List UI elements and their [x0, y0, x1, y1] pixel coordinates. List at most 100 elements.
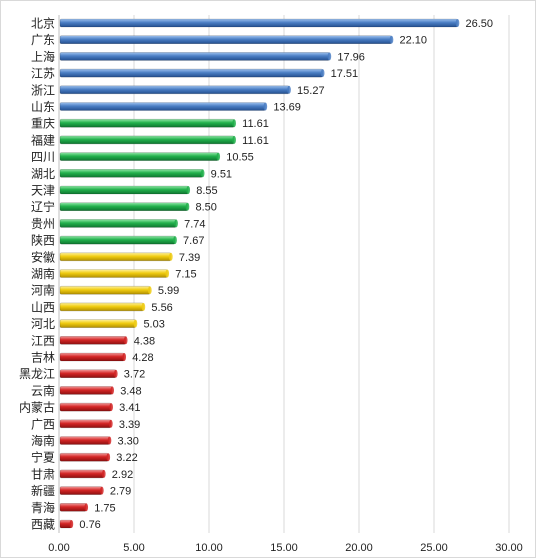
- x-tick-label: 0.00: [48, 542, 69, 554]
- bar-cap: [232, 119, 236, 128]
- value-label: 8.55: [196, 185, 217, 197]
- bar-cap: [232, 135, 236, 144]
- category-label: 广西: [31, 417, 55, 431]
- value-label: 11.61: [242, 135, 269, 147]
- bar-cap: [110, 386, 114, 395]
- bar-cap: [185, 202, 190, 211]
- category-label: 河南: [31, 283, 55, 298]
- value-label: 5.99: [158, 285, 179, 297]
- bar: [59, 85, 290, 95]
- value-label: 26.50: [466, 18, 494, 30]
- bar: [59, 202, 188, 211]
- bar: [59, 285, 151, 295]
- bars: [59, 18, 460, 529]
- bar-cap: [216, 152, 221, 161]
- category-label: 四川: [31, 150, 55, 164]
- category-label: 北京: [31, 17, 55, 31]
- bar-cap: [169, 252, 173, 261]
- category-label: 上海: [31, 49, 55, 64]
- value-label: 7.67: [183, 235, 204, 247]
- value-label: 8.50: [196, 202, 217, 214]
- bar-cap: [69, 520, 74, 528]
- bar: [59, 269, 168, 278]
- value-label: 5.03: [143, 319, 164, 331]
- category-label: 新疆: [31, 483, 55, 498]
- bar-cap: [122, 353, 126, 361]
- value-label: 7.15: [175, 269, 196, 281]
- category-label: 云南: [31, 383, 55, 398]
- category-label: 海南: [31, 433, 55, 448]
- category-label: 甘肃: [31, 467, 55, 481]
- category-label: 重庆: [31, 117, 55, 131]
- category-label: 山东: [31, 100, 55, 114]
- bar: [59, 452, 109, 462]
- bar: [59, 386, 113, 395]
- bar-cap: [107, 436, 112, 445]
- value-label: 2.92: [112, 469, 133, 481]
- category-label: 宁夏: [31, 450, 55, 465]
- x-tick-label: 30.00: [495, 542, 523, 554]
- value-label: 7.39: [179, 252, 200, 264]
- value-label: 3.39: [119, 419, 140, 431]
- category-label: 江西: [31, 334, 55, 348]
- bar: [59, 169, 203, 178]
- bar-cap: [100, 486, 104, 495]
- bar: [59, 18, 458, 28]
- x-tick-label: 25.00: [420, 542, 448, 554]
- bar: [59, 235, 176, 245]
- value-label: 2.79: [110, 486, 131, 498]
- labels: 北京 26.50 广东 22.10 上海 17.96 江苏 17.51 浙江 15.27 山东 13.…: [19, 17, 493, 532]
- category-label: 山西: [31, 300, 55, 314]
- value-label: 3.22: [116, 452, 137, 464]
- category-label: 湖南: [31, 266, 55, 281]
- bar-cap: [263, 102, 268, 111]
- bar: [59, 135, 235, 145]
- category-label: 广东: [31, 33, 55, 47]
- value-label: 5.56: [151, 302, 172, 314]
- bar: [59, 118, 235, 128]
- value-label: 4.38: [134, 335, 155, 347]
- bar-cap: [389, 35, 394, 44]
- value-label: 0.76: [79, 519, 100, 531]
- bar-cap: [123, 336, 128, 345]
- bar-cap: [186, 186, 191, 194]
- value-label: 11.61: [242, 118, 269, 130]
- bar-cap: [148, 286, 152, 295]
- bar-cap: [84, 503, 89, 512]
- value-label: 10.55: [226, 152, 254, 164]
- bar-cap: [106, 453, 111, 462]
- category-label: 天津: [31, 184, 55, 198]
- bar: [59, 402, 112, 412]
- x-axis-ticks: 0.00 5.00 10.00 15.00 20.00 25.00 30.00: [48, 542, 522, 554]
- grid-lines: [58, 15, 510, 533]
- bar-cap: [165, 269, 170, 278]
- bar-cap: [455, 19, 460, 27]
- bar-cap: [109, 419, 113, 428]
- bar: [59, 302, 144, 312]
- value-label: 7.74: [184, 218, 205, 230]
- bar-cap: [133, 319, 138, 328]
- value-label: 4.28: [132, 352, 153, 364]
- x-tick-label: 10.00: [195, 542, 223, 554]
- value-label: 1.75: [94, 502, 115, 514]
- value-label: 3.41: [119, 402, 140, 414]
- bar: [59, 469, 105, 479]
- x-tick-label: 15.00: [270, 542, 298, 554]
- value-label: 3.48: [120, 385, 141, 397]
- value-label: 13.69: [273, 102, 301, 114]
- bar-cap: [200, 169, 205, 178]
- bar-cap: [173, 236, 177, 245]
- bar-cap: [102, 469, 106, 478]
- bar: [59, 352, 125, 362]
- value-label: 17.96: [337, 51, 365, 63]
- bar: [59, 436, 110, 445]
- bar-cap: [141, 302, 146, 311]
- bar: [59, 419, 112, 429]
- value-label: 3.72: [124, 369, 145, 381]
- bar: [59, 152, 219, 161]
- bar: [59, 486, 103, 495]
- bar-cap: [287, 85, 291, 94]
- bar: [59, 252, 172, 262]
